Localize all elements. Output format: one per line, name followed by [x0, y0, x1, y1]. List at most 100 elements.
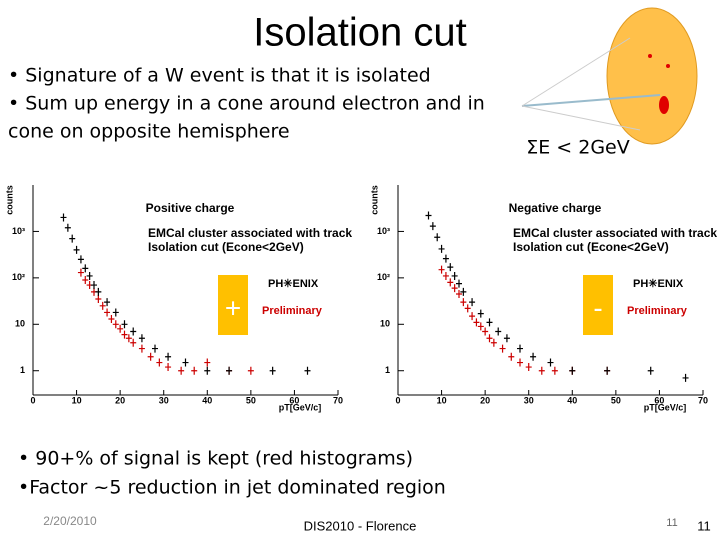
x-tick-label: 50 — [611, 395, 621, 405]
y-tick-label: 10² — [12, 272, 25, 282]
x-tick-label: 20 — [115, 395, 125, 405]
data-point — [86, 271, 93, 280]
sign-box — [583, 275, 613, 335]
data-point — [490, 338, 497, 347]
data-point — [569, 366, 576, 375]
data-point — [247, 366, 254, 375]
description: EMCal cluster associated with track — [148, 226, 352, 240]
data-point — [604, 366, 611, 375]
data-point — [165, 363, 172, 372]
sign: + — [225, 292, 241, 323]
data-point — [517, 358, 523, 367]
x-tick-label: 10 — [72, 395, 82, 405]
data-point — [538, 366, 545, 375]
x-tick-label: 60 — [654, 395, 664, 405]
slide-number: 11 — [666, 517, 677, 529]
data-point — [451, 284, 458, 293]
data-point — [682, 373, 689, 382]
description: EMCal cluster associated with track — [513, 226, 717, 240]
y-tick-label: 10 — [15, 319, 25, 329]
data-point — [108, 315, 115, 324]
data-point — [551, 366, 558, 375]
data-point — [425, 211, 432, 220]
data-point — [147, 352, 154, 361]
bullet: • Sum up energy in a cone around electro… — [8, 93, 485, 115]
data-point — [482, 327, 489, 336]
data-point — [204, 366, 211, 375]
data-point — [477, 309, 484, 318]
data-point — [125, 334, 132, 343]
data-point — [77, 268, 84, 277]
data-point — [91, 281, 97, 290]
data-point — [499, 344, 506, 353]
data-point — [547, 358, 554, 367]
footer-date: 2/20/2010 — [43, 514, 97, 528]
preliminary: Preliminary — [627, 305, 688, 317]
x-tick-label: 0 — [30, 395, 35, 405]
data-point — [82, 264, 89, 273]
data-point — [442, 254, 449, 263]
cut-label: Isolation cut (Econe<2GeV) — [513, 240, 669, 254]
data-point — [130, 327, 137, 336]
data-point — [138, 344, 145, 353]
data-point — [464, 304, 471, 313]
data-point — [226, 366, 233, 375]
y-tick-label: 10 — [380, 319, 390, 329]
data-point — [530, 352, 537, 361]
bullet: • Signature of a W event is that it is i… — [8, 65, 431, 87]
data-point — [82, 275, 89, 284]
cone-line — [521, 105, 641, 131]
x-tick-label: 70 — [333, 395, 343, 405]
x-axis-label: pT[GeV/c] — [279, 402, 322, 412]
data-point — [112, 308, 119, 317]
data-point — [477, 322, 484, 331]
y-tick-label: 10³ — [12, 226, 25, 236]
data-point — [64, 223, 71, 232]
data-point — [73, 245, 80, 254]
dot — [648, 54, 652, 58]
data-point — [165, 352, 172, 361]
data-point — [182, 358, 189, 367]
data-point — [117, 324, 124, 333]
y-tick-label: 1 — [20, 365, 25, 375]
data-point — [434, 233, 441, 242]
data-point — [438, 265, 445, 274]
data-point — [77, 255, 84, 264]
bullet: •Factor ~5 reduction in jet dominated re… — [18, 477, 446, 499]
data-point — [647, 366, 654, 375]
data-point — [495, 327, 502, 336]
data-point — [460, 287, 467, 296]
electron-dot — [659, 96, 669, 114]
data-point — [121, 330, 128, 339]
charge-label: Negative charge — [509, 201, 602, 215]
logo: PH✳ENIX — [268, 278, 319, 290]
x-tick-label: 50 — [246, 395, 256, 405]
title: Isolation cut — [253, 11, 466, 55]
y-tick-label: 1 — [385, 365, 390, 375]
data-point — [486, 334, 493, 343]
data-point — [191, 366, 198, 375]
y-axis-label: counts — [369, 185, 379, 215]
data-point — [121, 320, 128, 329]
data-point — [104, 308, 111, 317]
data-point — [138, 334, 145, 343]
data-point — [104, 298, 111, 307]
data-point — [304, 366, 311, 375]
y-tick-label: 10² — [377, 272, 390, 282]
x-axis-label: pT[GeV/c] — [644, 402, 687, 412]
sign-box — [218, 275, 248, 335]
data-point — [442, 271, 449, 280]
data-point — [99, 301, 106, 310]
data-point — [447, 263, 454, 272]
data-point — [517, 344, 523, 353]
plots: 0 10 20 30 40 50 60 7011010²10³countspT[GeV/c]P… — [4, 185, 717, 412]
data-point — [486, 318, 493, 327]
data-point — [429, 222, 436, 231]
y-tick-label: 10³ — [377, 226, 390, 236]
data-point — [156, 358, 163, 367]
sign: - — [593, 292, 602, 323]
cone-line — [521, 94, 661, 107]
data-point — [473, 318, 480, 327]
